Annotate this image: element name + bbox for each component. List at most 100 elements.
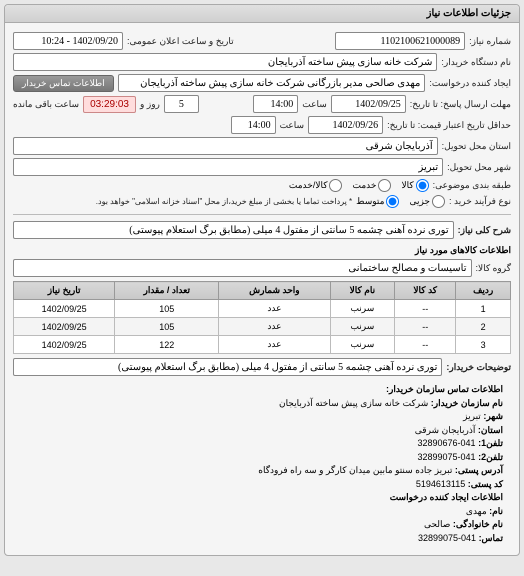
table-header-cell: کد کالا [395, 282, 456, 300]
row-description: شرح کلی نیاز: توری نرده آهنی چشمه 5 سانت… [13, 221, 511, 239]
table-cell: 2 [456, 318, 511, 336]
table-cell: -- [395, 318, 456, 336]
countdown-timer: 03:29:03 [83, 96, 136, 113]
details-panel: جزئیات اطلاعات نیاز شماره نیاز: 11021006… [4, 4, 520, 556]
table-row: 3--سرنبعدد1221402/09/25 [14, 336, 511, 354]
group-label: گروه کالا: [476, 263, 511, 274]
radio-medium[interactable]: متوسط [356, 195, 399, 208]
table-header-cell: تعداد / مقدار [115, 282, 219, 300]
table-row: 2--سرنبعدد1051402/09/25 [14, 318, 511, 336]
contact-phone2-value: 041-32899075 [418, 452, 476, 462]
contact-section1-title: اطلاعات تماس سازمان خریدار: [386, 384, 503, 394]
table-cell: عدد [219, 300, 330, 318]
radio-both[interactable]: کالا/خدمت [289, 179, 343, 192]
desc-value: توری نرده آهنی چشمه 5 سانتی از مفتول 4 م… [13, 221, 454, 239]
class-radio-group: کالا خدمت کالا/خدمت [289, 179, 429, 192]
desc-label: شرح کلی نیاز: [458, 225, 511, 236]
radio-service[interactable]: خدمت [352, 179, 391, 192]
radio-fine[interactable]: جزیی [409, 195, 445, 208]
table-cell: 105 [115, 318, 219, 336]
table-cell: -- [395, 300, 456, 318]
radio-service-input[interactable] [378, 179, 391, 192]
contact-block: اطلاعات تماس سازمان خریدار: نام سازمان خ… [13, 379, 511, 549]
buyer-notes-value: توری نرده آهنی چشمه 5 سانتی از مفتول 4 م… [13, 358, 442, 376]
radio-medium-input[interactable] [386, 195, 399, 208]
row-city: شهر محل تحویل: تبریز [13, 158, 511, 176]
row-province: استان محل تحویل: آذربایجان شرقی [13, 137, 511, 155]
table-cell: سرنب [330, 318, 395, 336]
contact-postal-label: کد پستی: [468, 479, 503, 489]
city-label: شهر محل تحویل: [447, 162, 511, 173]
contact-phone-value: 041-32899075 [418, 533, 476, 543]
table-cell: سرنب [330, 336, 395, 354]
table-cell: 105 [115, 300, 219, 318]
buyer-contact-button[interactable]: اطلاعات تماس خریدار [13, 75, 114, 92]
city-value: تبریز [13, 158, 443, 176]
contact-province-value: آذربایجان شرقی [415, 425, 476, 435]
announce-value: 1402/09/20 - 10:24 [13, 32, 123, 50]
radio-goods-input[interactable] [416, 179, 429, 192]
table-cell: 1402/09/25 [14, 336, 115, 354]
table-cell: 3 [456, 336, 511, 354]
radio-service-label: خدمت [352, 180, 376, 191]
goods-section-title: اطلاعات کالاهای مورد نیاز [13, 245, 511, 256]
need-number-label: شماره نیاز: [469, 36, 511, 47]
row-deadline: مهلت ارسال پاسخ: تا تاریخ: 1402/09/25 سا… [13, 95, 511, 113]
table-body: 1--سرنبعدد1051402/09/252--سرنبعدد1051402… [14, 300, 511, 354]
announce-label: تاریخ و ساعت اعلان عمومی: [127, 36, 234, 47]
panel-title: جزئیات اطلاعات نیاز [5, 5, 519, 23]
contact-name-value: مهدی [466, 506, 487, 516]
table-header-cell: واحد شمارش [219, 282, 330, 300]
contact-org-label: نام سازمان خریدار: [431, 398, 503, 408]
row-buyer-notes: توضیحات خریدار: توری نرده آهنی چشمه 5 سا… [13, 358, 511, 376]
group-value: تاسیسات و مصالح ساختمانی [13, 259, 472, 277]
radio-goods-label: کالا [401, 180, 413, 191]
table-cell: 1402/09/25 [14, 300, 115, 318]
contact-address-value: تبریز جاده سنتو مابین میدان کارگر و سه ر… [258, 465, 452, 475]
contact-address-label: آدرس پستی: [455, 465, 503, 475]
validity-date: 1402/09/26 [308, 116, 383, 134]
table-header-cell: نام کالا [330, 282, 395, 300]
buyer-org-label: نام دستگاه خریدار: [441, 57, 511, 68]
table-cell: 1402/09/25 [14, 318, 115, 336]
row-validity: حداقل تاریخ اعتبار قیمت: تا تاریخ: 1402/… [13, 116, 511, 134]
table-cell: -- [395, 336, 456, 354]
contact-phone2-label: تلفن2: [478, 452, 503, 462]
contact-section2-title: اطلاعات ایجاد کننده درخواست [390, 492, 503, 502]
panel-body: شماره نیاز: 1102100621000089 تاریخ و ساع… [5, 23, 519, 555]
contact-name-label: نام: [489, 506, 503, 516]
contact-phone1-value: 041-32890676 [418, 438, 476, 448]
table-cell: 122 [115, 336, 219, 354]
contact-family-label: نام خانوادگی: [453, 519, 503, 529]
contact-province-label: استان: [478, 425, 503, 435]
table-header-cell: تاریخ نیاز [14, 282, 115, 300]
deadline-date: 1402/09/25 [331, 95, 406, 113]
table-header-cell: ردیف [456, 282, 511, 300]
table-cell: عدد [219, 336, 330, 354]
contact-phone-label: تماس: [479, 533, 503, 543]
table-cell: 1 [456, 300, 511, 318]
row-group: گروه کالا: تاسیسات و مصالح ساختمانی [13, 259, 511, 277]
pay-radio-group: جزیی متوسط [356, 195, 445, 208]
radio-goods[interactable]: کالا [401, 179, 428, 192]
need-number-value: 1102100621000089 [335, 32, 465, 50]
row-requester: ایجاد کننده درخواست: مهدی صالحی مدیر باز… [13, 74, 511, 92]
row-classification: طبقه بندی موضوعی: کالا خدمت کالا/خدمت [13, 179, 511, 192]
time-label-1: ساعت [302, 99, 327, 110]
radio-both-label: کالا/خدمت [289, 180, 328, 191]
goods-table: ردیفکد کالانام کالاواحد شمارشتعداد / مقد… [13, 281, 511, 354]
radio-fine-input[interactable] [432, 195, 445, 208]
time-label-2: ساعت [280, 120, 305, 131]
row-payment: نوع فرآیند خرید : جزیی متوسط * پرداخت تم… [13, 195, 511, 208]
requester-label: ایجاد کننده درخواست: [429, 78, 511, 89]
class-label: طبقه بندی موضوعی: [433, 180, 511, 191]
contact-city-value: تبریز [463, 411, 481, 421]
radio-fine-label: جزیی [409, 196, 430, 207]
contact-phone1-label: تلفن1: [478, 438, 503, 448]
contact-org-value: شرکت خانه سازی پیش ساخته آذربایجان [279, 398, 428, 408]
pay-label: نوع فرآیند خرید : [449, 196, 511, 207]
validity-time: 14:00 [231, 116, 276, 134]
day-label: روز و [140, 99, 160, 110]
radio-both-input[interactable] [329, 179, 342, 192]
requester-value: مهدی صالحی مدیر بازرگانی شرکت خانه سازی … [118, 74, 426, 92]
